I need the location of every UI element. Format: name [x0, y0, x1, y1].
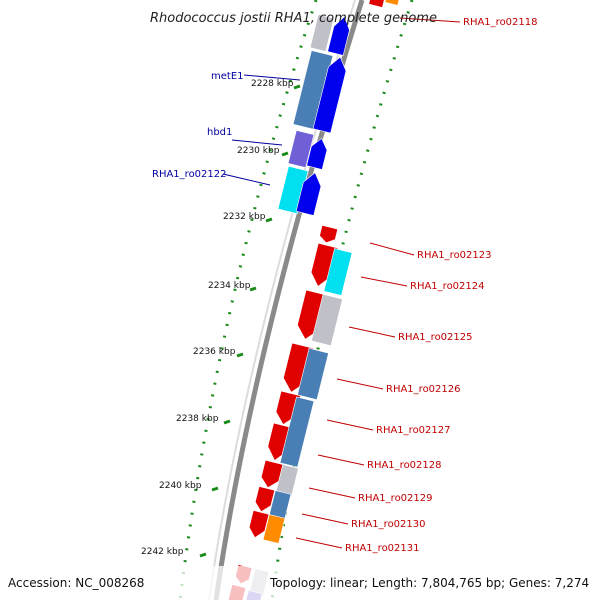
right-gene-label: RHA1_ro02118: [463, 17, 538, 28]
scale-tick-mark: [223, 419, 231, 425]
right-leader-line: [360, 276, 408, 287]
scale-tick-mark: [281, 151, 289, 157]
right-gene-label: RHA1_ro02130: [351, 519, 426, 530]
feature-orange-top: [384, 0, 401, 6]
left-gene-label: metE1: [211, 71, 244, 82]
feature-track: [227, 0, 401, 600]
right-gene-label: RHA1_ro02128: [367, 460, 442, 471]
feature-blue-ro02126: [297, 347, 329, 401]
feature-forward-ro02130: [254, 486, 276, 513]
feature-reverse-metE1: [312, 56, 347, 134]
scale-tick-label: 2240 kbp: [159, 481, 202, 491]
inner-guide-arc: [178, 0, 318, 600]
right-gene-label: RHA1_ro02129: [358, 493, 433, 504]
feature-reverse-hbd1: [306, 137, 328, 170]
feature-hbd1-block: [287, 129, 315, 169]
scale-tick-label: 2236 kbp: [193, 347, 236, 357]
feature-forward-top: [368, 0, 386, 8]
footer-backdrop: [0, 566, 600, 600]
scale-tick-label: 2242 kbp: [141, 547, 184, 557]
guide-arcs: [178, 0, 414, 600]
feature-forward-ro02126: [283, 342, 314, 393]
right-leader-line: [295, 537, 343, 549]
feature-reverse-ro02122: [295, 172, 322, 216]
scale-tick-mark: [211, 486, 219, 492]
feature-forward-ro02123: [319, 224, 339, 244]
right-leader-line: [348, 326, 396, 338]
scale-tick-mark: [199, 552, 207, 558]
right-gene-label: RHA1_ro02131: [345, 543, 420, 554]
genome-summary-text: Topology: linear; Length: 7,804,765 bp; …: [269, 576, 589, 590]
right-leader-line: [317, 454, 365, 466]
scale-ticks: 2228 kbp 2230 kbp 2232 kbp 2234 kbp 2236 kbp…: [141, 79, 301, 558]
feature-orange-ro02131: [262, 514, 286, 544]
left-gene-label: hbd1: [207, 127, 232, 138]
right-gene-label: RHA1_ro02127: [376, 425, 451, 436]
right-gene-label: RHA1_ro02126: [386, 384, 461, 395]
scale-tick-label: 2228 kbp: [251, 79, 294, 89]
gene-labels: metE1 hbd1 RHA1_ro02122 RHA1_ro02118 RHA1_ro…: [152, 17, 538, 554]
accession-text: Accession: NC_008268: [8, 576, 144, 590]
right-leader-line: [308, 487, 356, 499]
scale-tick-label: 2234 kbp: [208, 281, 251, 291]
feature-forward-ro02131: [248, 510, 270, 539]
left-leader-line: [231, 139, 283, 146]
right-gene-label: RHA1_ro02123: [417, 250, 492, 261]
scale-tick-label: 2238 kbp: [176, 414, 219, 424]
right-leader-line: [399, 17, 461, 23]
scale-tick-mark: [236, 352, 244, 358]
scale-tick-label: 2232 kbp: [223, 212, 266, 222]
feature-forward-ro02129: [260, 459, 284, 489]
right-gene-label: RHA1_ro02124: [410, 281, 485, 292]
right-leader-line: [326, 419, 374, 431]
scale-tick-mark: [265, 217, 273, 223]
left-leader-line: [243, 74, 301, 81]
right-leader-line: [369, 242, 415, 256]
scale-tick-label: 2230 kbp: [237, 146, 280, 156]
genome-title: Rhodococcus jostii RHA1, complete genome: [150, 11, 437, 26]
scale-tick-mark: [249, 286, 257, 292]
left-gene-label: RHA1_ro02122: [152, 169, 227, 180]
feature-cyan-ro02124: [323, 248, 353, 296]
right-leader-line: [301, 513, 349, 525]
right-gene-label: RHA1_ro02125: [398, 332, 473, 343]
right-leader-line: [336, 378, 384, 390]
left-leader-line: [222, 173, 271, 186]
scale-tick-mark: [293, 84, 301, 90]
feature-reverse-1: [327, 16, 350, 56]
feature-grey-ro02125: [311, 293, 343, 347]
feature-forward-ro02124: [310, 242, 339, 287]
feature-grey-1: [309, 14, 335, 52]
feature-blue-ro02128: [279, 396, 315, 468]
